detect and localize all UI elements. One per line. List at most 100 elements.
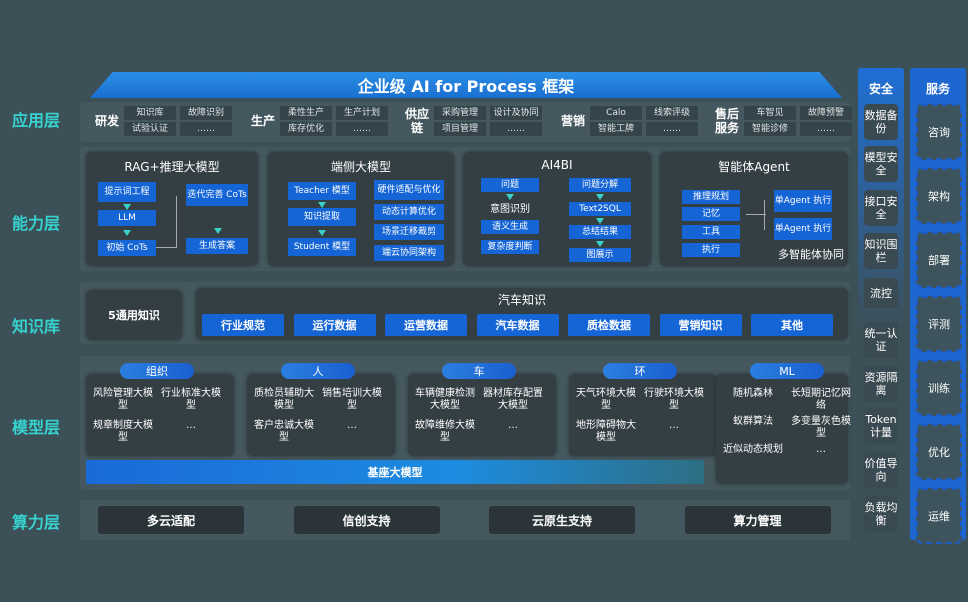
model-category-pill: 人 xyxy=(281,363,355,379)
model-item: 行驶环境大模型 xyxy=(644,388,704,411)
panel-title: 汽车知识 xyxy=(497,293,546,307)
app-item[interactable]: Calo xyxy=(590,106,642,120)
arrow-down-icon xyxy=(318,202,326,208)
service-title: 服务 xyxy=(925,82,950,96)
service-item: 训练 xyxy=(916,360,962,416)
layer-label-model: 模型层 xyxy=(12,418,61,437)
model-item: 客户忠诚大模型 xyxy=(254,420,314,443)
compute-item[interactable]: 信创支持 xyxy=(293,506,440,534)
compute-item[interactable]: 算力管理 xyxy=(684,506,831,534)
box-summary: 总结结果 xyxy=(569,225,631,239)
panel-edge: 端侧大模型 Teacher 模型 知识提取 Student 模型 硬件适配与优化… xyxy=(268,152,454,266)
app-item[interactable]: 采购管理 xyxy=(434,106,486,120)
app-category-name: 售后服务 xyxy=(714,107,739,135)
box-decompose: 问题分解 xyxy=(569,178,631,192)
service-item: 部署 xyxy=(916,232,962,288)
model-item: … xyxy=(186,420,196,431)
box-prompt: 提示词工程 xyxy=(98,182,156,202)
model-item: 故障维修大模型 xyxy=(415,420,475,443)
box-edge-cloud: 端云协同架构 xyxy=(374,245,444,261)
model-item: 长短期记忆网络 xyxy=(791,388,851,411)
service-item: 优化 xyxy=(916,424,962,480)
model-category-pill: ML xyxy=(750,363,824,379)
box-hardware: 硬件适配与优化 xyxy=(374,180,444,200)
app-items: 采购管理 设计及协同 项目管理 …… xyxy=(434,106,542,136)
arrow-down-icon xyxy=(596,194,604,200)
app-item[interactable]: …… xyxy=(180,122,232,136)
app-item[interactable]: 试验认证 xyxy=(124,122,176,136)
general-knowledge: 5通用知识 xyxy=(86,290,182,340)
service-item: 咨询 xyxy=(916,104,962,160)
app-item[interactable]: 故障预警 xyxy=(800,106,852,120)
model-item: … xyxy=(816,444,826,455)
box-text2sql: Text2SQL xyxy=(569,202,631,216)
model-item: 蚁群算法 xyxy=(733,416,773,427)
app-items: Calo 线索评级 智能工牌 …… xyxy=(590,106,698,136)
model-item: 随机森林 xyxy=(733,388,773,399)
app-item[interactable]: …… xyxy=(646,122,698,136)
model-item: 行业标准大模型 xyxy=(161,388,221,411)
app-category-name: 生产 xyxy=(250,114,275,128)
model-item: 质检员辅助大模型 xyxy=(254,388,314,411)
app-item[interactable]: 项目管理 xyxy=(434,122,486,136)
app-item[interactable]: …… xyxy=(800,122,852,136)
model-item: 器材库存配置大模型 xyxy=(483,388,543,411)
app-item[interactable]: 设计及协同 xyxy=(490,106,542,120)
app-item[interactable]: 生产计划 xyxy=(336,106,388,120)
security-item: 接口安全 xyxy=(864,190,898,226)
knowledge-item[interactable]: 质检数据 xyxy=(568,314,650,336)
box-agent-1: 单Agent 执行 xyxy=(774,190,832,212)
knowledge-item[interactable]: 运营数据 xyxy=(385,314,467,336)
app-category-name: 研发 xyxy=(94,114,119,128)
box-planning: 推理规划 xyxy=(682,190,740,204)
box-initial-cots: 初始 CoTs xyxy=(98,240,156,256)
security-item: 流控 xyxy=(864,278,898,308)
layer-label-knowledge: 知识库 xyxy=(12,317,61,336)
knowledge-item[interactable]: 行业规范 xyxy=(202,314,284,336)
knowledge-item[interactable]: 营销知识 xyxy=(659,314,742,336)
multi-agent-label: 多智能体协同 xyxy=(778,248,844,261)
box-question: 问题 xyxy=(481,178,539,192)
layer-label-capability: 能力层 xyxy=(12,214,61,233)
app-item[interactable]: …… xyxy=(490,122,542,136)
app-item[interactable]: 知识库 xyxy=(124,106,176,120)
app-item[interactable]: …… xyxy=(336,122,388,136)
model-panel-1: 质检员辅助大模型 销售培训大模型 客户忠诚大模型… xyxy=(247,374,395,456)
model-category-pill: 车 xyxy=(442,363,516,379)
app-item[interactable]: 智能工牌 xyxy=(590,122,642,136)
model-item: … xyxy=(347,420,357,431)
app-item[interactable]: 智能诊修 xyxy=(744,122,796,136)
knowledge-item[interactable]: 汽车数据 xyxy=(476,314,559,336)
app-item[interactable]: 车智见 xyxy=(744,106,796,120)
framework-title: 企业级 AI for Process 框架 xyxy=(90,72,842,98)
box-execute: 执行 xyxy=(682,243,740,257)
app-item[interactable]: 柔性生产 xyxy=(280,106,332,120)
arrow-down-icon xyxy=(123,204,131,210)
arrow-down-icon xyxy=(318,230,326,236)
arrow-down-icon xyxy=(214,228,222,234)
model-panel-4: 随机森林 长短期记忆网络 蚁群算法 多变量灰色模型 近似动态规划… xyxy=(716,374,851,484)
security-item: Token计量 xyxy=(864,408,898,444)
compute-item[interactable]: 云原生支持 xyxy=(489,506,635,534)
panel-title: AI4BI xyxy=(541,158,573,172)
app-group-4: 售后服务 车智见 故障预警 智能诊修 …… xyxy=(714,106,852,136)
app-category-name: 供应链 xyxy=(404,107,429,135)
app-item[interactable]: 线索评级 xyxy=(646,106,698,120)
box-complexity: 复杂度判断 xyxy=(481,240,539,254)
box-scene-prune: 场景迁移裁剪 xyxy=(374,224,444,240)
knowledge-item[interactable]: 其他 xyxy=(751,314,833,336)
knowledge-item[interactable]: 运行数据 xyxy=(293,314,376,336)
security-item: 负载均衡 xyxy=(864,496,898,532)
panel-title: RAG+推理大模型 xyxy=(124,160,220,174)
security-item: 统一认证 xyxy=(864,322,898,358)
app-item[interactable]: 库存优化 xyxy=(280,122,332,136)
security-title: 安全 xyxy=(868,82,893,96)
compute-item[interactable]: 多云适配 xyxy=(98,506,244,534)
app-group-1: 生产 柔性生产 生产计划 库存优化 …… xyxy=(250,106,388,136)
app-item[interactable]: 故障识别 xyxy=(180,106,232,120)
model-item: 规章制度大模型 xyxy=(93,420,153,443)
box-knowledge-extract: 知识提取 xyxy=(288,208,356,226)
layer-label-compute: 算力层 xyxy=(12,513,61,532)
box-agent-2: 单Agent 执行 xyxy=(774,218,832,240)
arrow-down-icon xyxy=(506,194,514,200)
